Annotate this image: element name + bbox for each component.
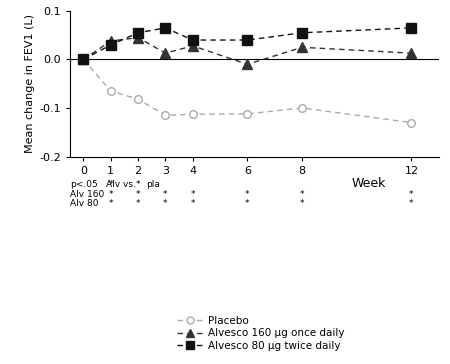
Text: *: * [136, 199, 140, 209]
Text: *: * [245, 199, 250, 209]
Text: *: * [136, 190, 140, 199]
Text: *: * [163, 199, 168, 209]
Text: *: * [300, 190, 304, 199]
Text: *: * [190, 199, 195, 209]
Legend: Placebo, Alvesco 160 μg once daily, Alvesco 80 μg twice daily: Placebo, Alvesco 160 μg once daily, Alve… [173, 312, 349, 355]
Text: Week: Week [352, 177, 386, 190]
Text: *: * [163, 190, 168, 199]
Text: p<.05: p<.05 [70, 180, 98, 189]
Text: pla: pla [146, 180, 160, 189]
Text: *: * [245, 190, 250, 199]
Text: Alv 80: Alv 80 [70, 199, 98, 209]
Text: *: * [409, 199, 414, 209]
Text: *: * [108, 190, 113, 199]
Text: *: * [300, 199, 304, 209]
Text: *: * [409, 190, 414, 199]
Text: *: * [108, 199, 113, 209]
Y-axis label: Mean change in FEV1 (L): Mean change in FEV1 (L) [25, 14, 35, 153]
Text: *: * [190, 190, 195, 199]
Text: Alv vs.: Alv vs. [106, 180, 135, 189]
Text: *: * [136, 180, 140, 189]
Text: *: * [108, 180, 113, 189]
Text: Alv 160: Alv 160 [70, 190, 104, 199]
